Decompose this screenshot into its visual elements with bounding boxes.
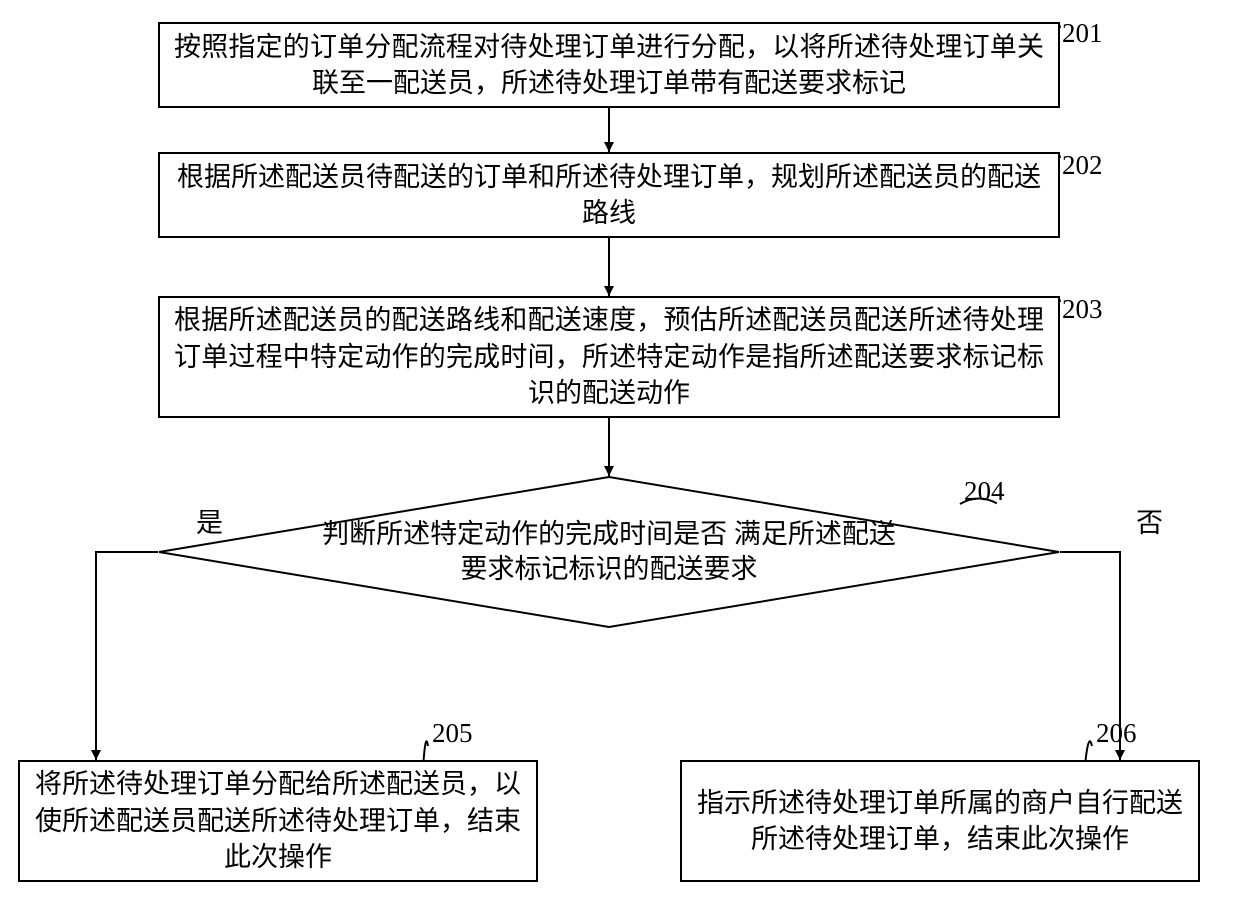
step-201: 按照指定的订单分配流程对待处理订单进行分配，以将所述待处理订单关联至一配送员，所… [158, 22, 1060, 108]
step-202: 根据所述配送员待配送的订单和所述待处理订单，规划所述配送员的配送路线 [158, 152, 1060, 238]
step-206: 指示所述待处理订单所属的商户自行配送所述待处理订单，结束此次操作 [680, 760, 1200, 882]
label-id-203: 203 [1062, 296, 1103, 323]
decision-204-text: 判断所述特定动作的完成时间是否 满足所述配送要求标记标识的配送要求 [158, 476, 1060, 628]
step-203: 根据所述配送员的配送路线和配送速度，预估所述配送员配送所述待处理订单过程中特定动… [158, 296, 1060, 418]
label-id-206: 206 [1096, 720, 1137, 747]
step-203-text: 根据所述配送员的配送路线和配送速度，预估所述配送员配送所述待处理订单过程中特定动… [174, 302, 1044, 411]
label-no: 否 [1136, 510, 1163, 537]
step-202-text: 根据所述配送员待配送的订单和所述待处理订单，规划所述配送员的配送路线 [174, 159, 1044, 232]
flowchart-canvas: 按照指定的订单分配流程对待处理订单进行分配，以将所述待处理订单关联至一配送员，所… [0, 0, 1240, 910]
step-205-text: 将所述待处理订单分配给所述配送员，以使所述配送员配送所述待处理订单，结束此次操作 [34, 766, 522, 875]
label-id-205: 205 [432, 720, 473, 747]
label-id-202: 202 [1062, 152, 1103, 179]
step-201-text: 按照指定的订单分配流程对待处理订单进行分配，以将所述待处理订单关联至一配送员，所… [174, 29, 1044, 102]
step-205: 将所述待处理订单分配给所述配送员，以使所述配送员配送所述待处理订单，结束此次操作 [18, 760, 538, 882]
label-yes: 是 [196, 510, 223, 537]
step-206-text: 指示所述待处理订单所属的商户自行配送所述待处理订单，结束此次操作 [696, 785, 1184, 858]
label-id-201: 201 [1062, 20, 1103, 47]
label-id-204: 204 [964, 478, 1005, 505]
decision-204: 判断所述特定动作的完成时间是否 满足所述配送要求标记标识的配送要求 [158, 476, 1060, 628]
